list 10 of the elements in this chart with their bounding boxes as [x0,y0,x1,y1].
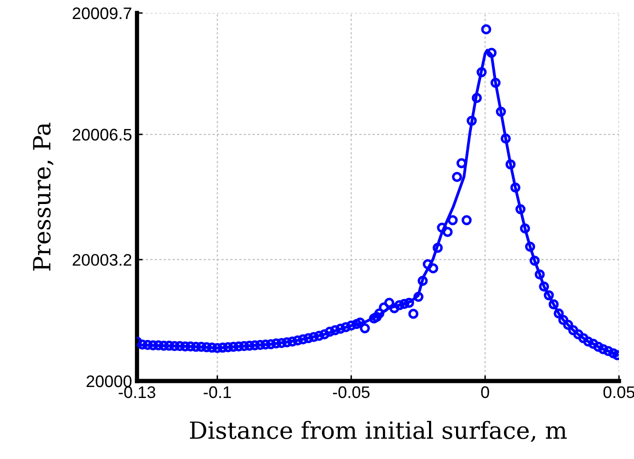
y-axis-title: Pressure, Pa [33,122,54,271]
x-tick-label: -0.05 [332,386,370,398]
y-tick-label: 20000 [86,375,132,388]
x-tick-label: -0.1 [204,386,231,398]
x-axis-title: Distance from initial surface, m [190,420,567,442]
x-tick-label: -0.13 [118,386,156,398]
y-tick-label: 20003.2 [72,254,132,266]
x-tick-label: 0 [481,386,490,398]
y-tick-label: 20009.7 [72,7,132,20]
y-tick-label: 20006.5 [72,128,132,141]
